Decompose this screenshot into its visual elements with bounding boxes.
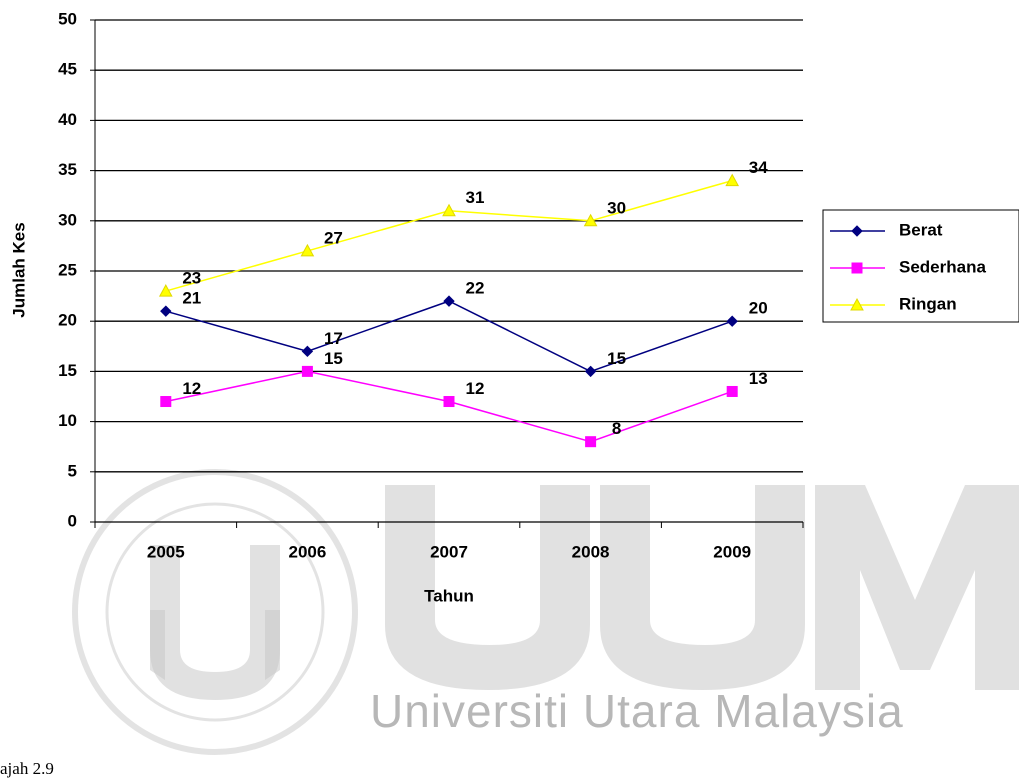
data-point bbox=[158, 284, 173, 297]
data-label: 27 bbox=[324, 228, 343, 247]
y-axis-title: Jumlah Kes bbox=[9, 222, 28, 317]
data-label: 31 bbox=[466, 188, 485, 207]
y-tick-label: 30 bbox=[58, 210, 77, 229]
legend-label: Ringan bbox=[899, 294, 957, 313]
y-tick-label: 0 bbox=[68, 511, 77, 530]
y-tick-label: 50 bbox=[58, 9, 77, 28]
data-point bbox=[725, 173, 740, 187]
x-tick-label: 2007 bbox=[430, 542, 468, 561]
data-label: 21 bbox=[182, 289, 201, 308]
watermark-logo bbox=[72, 469, 358, 755]
x-axis-title: Tahun bbox=[424, 586, 474, 605]
x-tick-label: 2006 bbox=[288, 542, 326, 561]
y-tick-label: 10 bbox=[58, 411, 77, 430]
legend-marker bbox=[851, 225, 863, 237]
series-line bbox=[165, 300, 733, 373]
data-point bbox=[301, 345, 314, 358]
y-tick-label: 20 bbox=[58, 311, 77, 330]
data-label: 13 bbox=[749, 369, 768, 388]
data-point bbox=[160, 396, 172, 408]
legend-label: Berat bbox=[899, 220, 943, 239]
data-point bbox=[583, 213, 598, 227]
data-label: 8 bbox=[612, 419, 621, 438]
data-label: 23 bbox=[182, 269, 201, 288]
y-tick-label: 15 bbox=[58, 361, 77, 380]
data-point bbox=[442, 203, 456, 217]
data-label: 12 bbox=[466, 379, 485, 398]
x-tick-label: 2009 bbox=[713, 542, 751, 561]
data-label: 22 bbox=[466, 279, 485, 298]
data-label: 17 bbox=[324, 329, 343, 348]
data-point bbox=[300, 243, 315, 257]
data-label: 15 bbox=[324, 349, 343, 368]
y-tick-label: 5 bbox=[68, 461, 77, 480]
y-tick-label: 40 bbox=[58, 110, 77, 129]
watermark-uum bbox=[385, 485, 1019, 690]
data-point bbox=[301, 365, 313, 377]
legend-marker bbox=[850, 297, 864, 311]
y-tick-label: 35 bbox=[58, 160, 77, 179]
data-point bbox=[726, 315, 738, 327]
y-tick-label: 45 bbox=[58, 60, 77, 79]
data-label: 12 bbox=[182, 379, 201, 398]
data-point bbox=[726, 385, 738, 397]
legend-label: Sederhana bbox=[899, 257, 986, 276]
series-line bbox=[165, 179, 733, 292]
watermark-text: Universiti Utara Malaysia bbox=[370, 685, 904, 737]
data-point bbox=[443, 396, 455, 408]
x-tick-label: 2005 bbox=[147, 542, 185, 561]
data-point bbox=[160, 305, 172, 317]
y-tick-label: 25 bbox=[58, 260, 77, 279]
caption: ajah 2.9 bbox=[0, 759, 54, 778]
x-tick-label: 2008 bbox=[572, 542, 610, 561]
legend-marker bbox=[851, 262, 863, 274]
data-label: 34 bbox=[749, 158, 768, 177]
data-label: 20 bbox=[749, 299, 768, 318]
data-point bbox=[443, 295, 455, 307]
data-label: 30 bbox=[607, 198, 626, 217]
data-label: 15 bbox=[607, 349, 626, 368]
data-point bbox=[584, 365, 597, 378]
data-point bbox=[585, 436, 597, 448]
